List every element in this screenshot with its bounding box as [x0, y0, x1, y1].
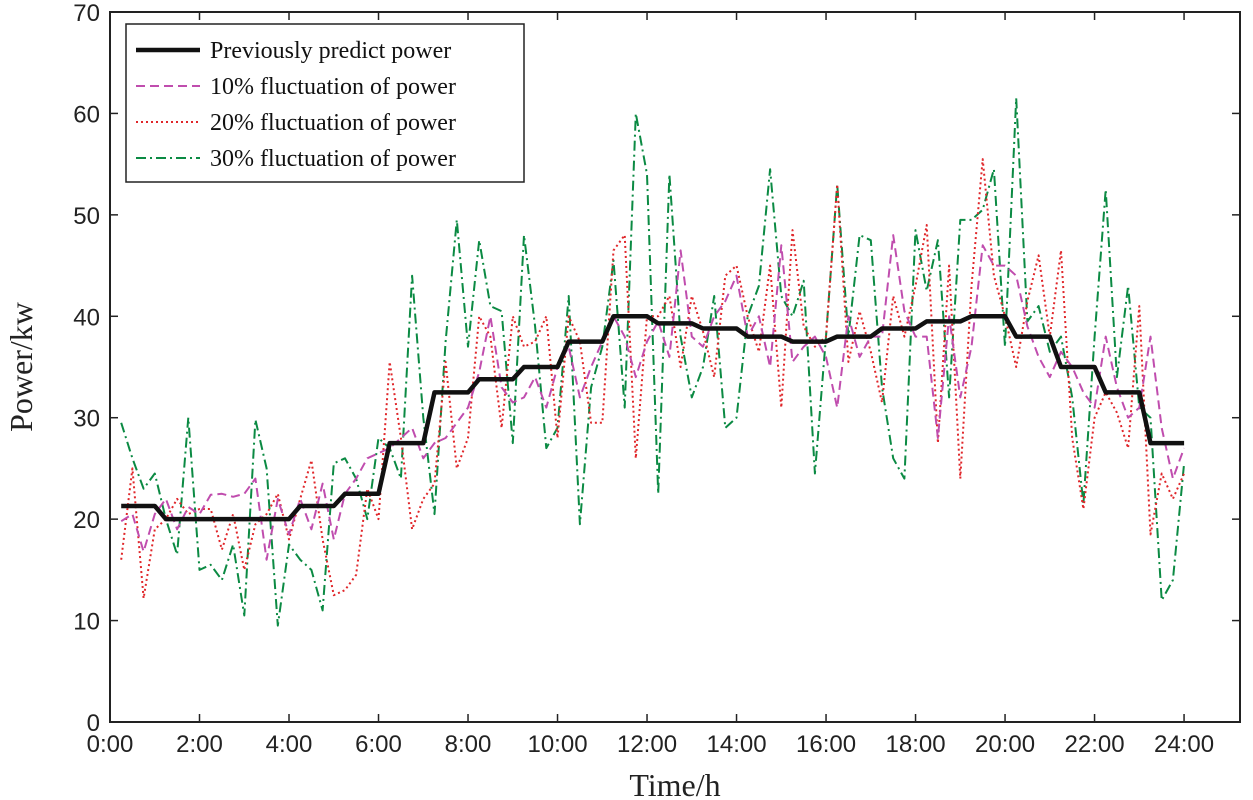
y-tick-label: 60: [73, 101, 100, 128]
legend-label-1: Previously predict power: [210, 38, 451, 64]
series-line-3: [120, 158, 1186, 600]
x-tick-label: 12:00: [617, 731, 677, 758]
y-tick-label: 30: [73, 406, 100, 433]
x-tick-label: 0:00: [87, 731, 134, 758]
legend-label-2: 10% fluctuation of power: [210, 74, 456, 100]
x-tick-label: 2:00: [176, 731, 223, 758]
x-tick-label: 8:00: [445, 731, 492, 758]
x-tick-label: 22:00: [1065, 731, 1125, 758]
x-tick-label: 16:00: [796, 731, 856, 758]
x-tick-label: 18:00: [886, 731, 946, 758]
y-tick-label: 10: [73, 609, 100, 636]
x-tick-label: 4:00: [266, 731, 313, 758]
y-tick-label: 70: [73, 0, 100, 27]
series-line-4: [120, 97, 1186, 627]
legend-label-4: 30% fluctuation of power: [210, 146, 456, 172]
y-axis-label: Power/kw: [3, 302, 39, 432]
series-layer: [120, 97, 1186, 627]
x-tick-label: 10:00: [527, 731, 587, 758]
x-tick-label: 14:00: [707, 731, 767, 758]
legend: Previously predict power 10% fluctuation …: [125, 23, 525, 183]
y-tick-label: 0: [87, 710, 100, 737]
y-tick-label: 50: [73, 203, 100, 230]
plot-frame: [109, 11, 1241, 723]
x-tick-label: 24:00: [1154, 731, 1214, 758]
y-tick-label: 40: [73, 304, 100, 331]
y-tick-label: 20: [73, 507, 100, 534]
legend-label-3: 20% fluctuation of power: [210, 110, 456, 136]
axes-layer: 0:00 2:00 4:00 6:00 8:00 10:00 12:00 14:00 16:00…: [73, 0, 1241, 758]
series-line-1: [121, 314, 1185, 522]
x-axis-label: Time/h: [629, 767, 720, 800]
x-tick-label: 20:00: [975, 731, 1035, 758]
x-tick-label: 6:00: [355, 731, 402, 758]
